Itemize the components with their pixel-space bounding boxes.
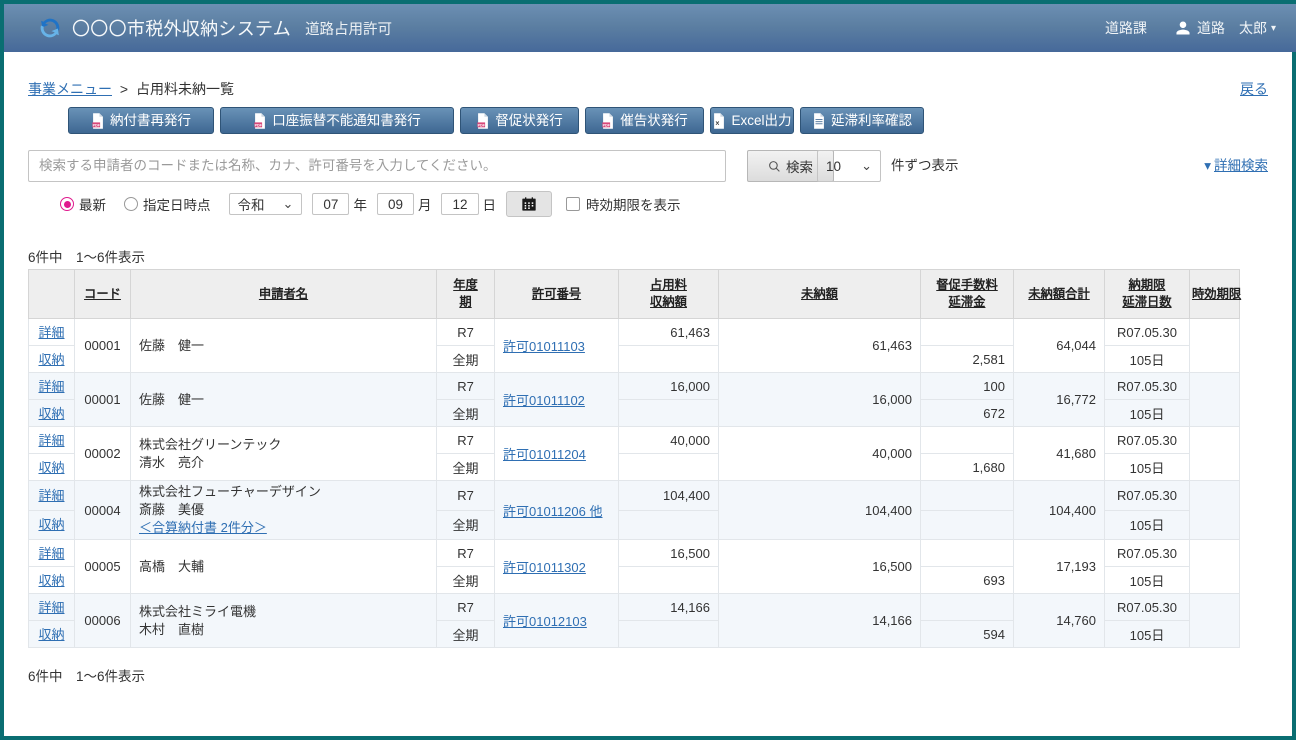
svg-text:PDF: PDF — [603, 123, 611, 127]
svg-text:PDF: PDF — [93, 123, 101, 127]
svg-text:PDF: PDF — [255, 123, 263, 127]
svg-text:PDF: PDF — [478, 123, 486, 127]
